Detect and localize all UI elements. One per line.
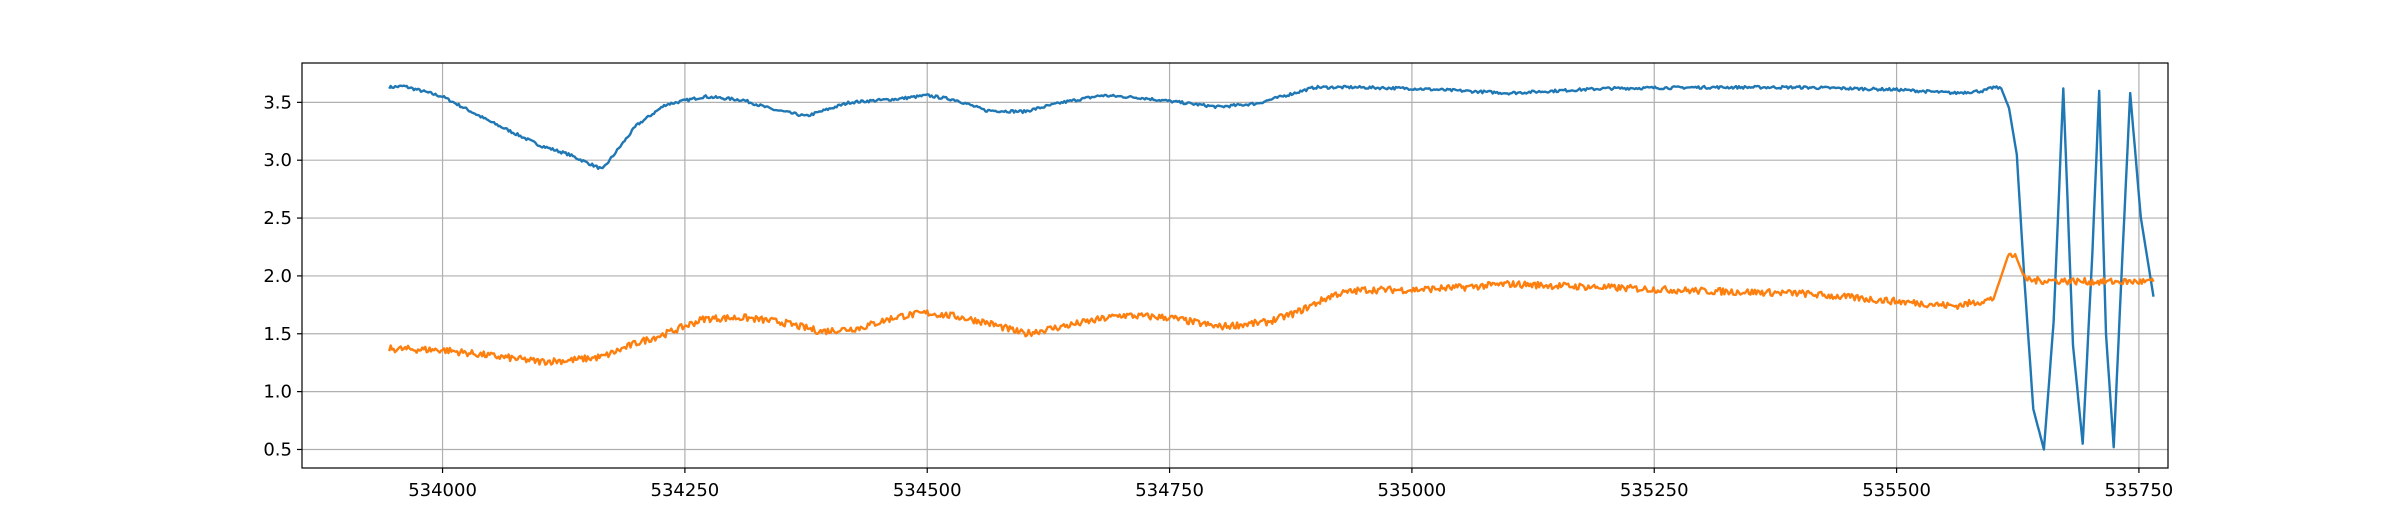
y-tick-label: 1.5: [263, 324, 292, 345]
y-tick-label: 0.5: [263, 439, 292, 460]
series-lines: [388, 84, 2155, 451]
x-tick-label: 534000: [408, 480, 477, 501]
x-tick-label: 535500: [1862, 480, 1931, 501]
series-line-1: [388, 84, 2155, 451]
x-tick-label: 535750: [2105, 480, 2174, 501]
x-tick-label: 534750: [1135, 480, 1204, 501]
y-tick-label: 2.5: [263, 208, 292, 229]
series-line-2: [388, 252, 2155, 366]
y-axis: 0.5 1.0 1.5 2.0 2.5 3.0 3.5: [263, 92, 302, 460]
plot-frame: [301, 62, 2169, 469]
grid: [302, 63, 2168, 468]
y-tick-label: 3.0: [263, 150, 292, 171]
y-tick-label: 1.0: [263, 382, 292, 403]
y-tick-label: 3.5: [263, 92, 292, 113]
x-tick-label: 534250: [651, 480, 720, 501]
y-tick-label: 2.0: [263, 266, 292, 287]
x-tick-label: 534500: [893, 480, 962, 501]
x-tick-label: 535000: [1378, 480, 1447, 501]
x-axis: 534000 534250 534500 534750 535000 535250 5355…: [408, 468, 2173, 501]
x-tick-label: 535250: [1620, 480, 1689, 501]
